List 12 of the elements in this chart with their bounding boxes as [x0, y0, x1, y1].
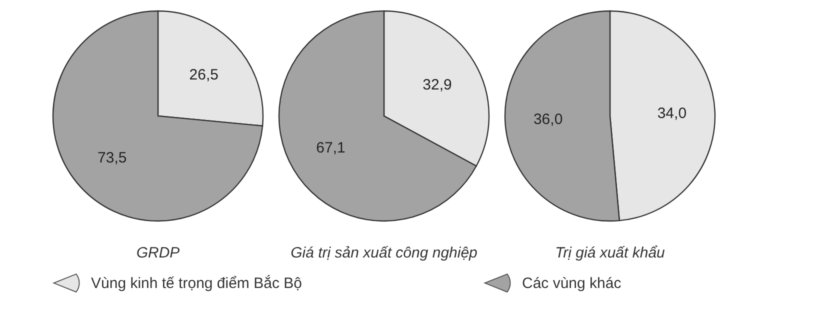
data-label: 32,9 [422, 76, 452, 94]
data-label: 67,1 [316, 140, 346, 157]
legend-label: Các vùng khác [522, 275, 622, 292]
data-label: 73,5 [98, 150, 127, 167]
legend-label: Vùng kinh tế trọng điểm Bắc Bộ [91, 274, 302, 292]
text: Trị giá xuất khẩu [555, 244, 666, 262]
data-label: 36,0 [533, 110, 563, 128]
text: GRDP [136, 244, 180, 262]
text: Giá trị sản xuất công nghiệp [290, 244, 478, 262]
pie-slice [52, 10, 264, 222]
data-label: 26,5 [189, 66, 218, 84]
data-label: 34,0 [657, 105, 687, 122]
